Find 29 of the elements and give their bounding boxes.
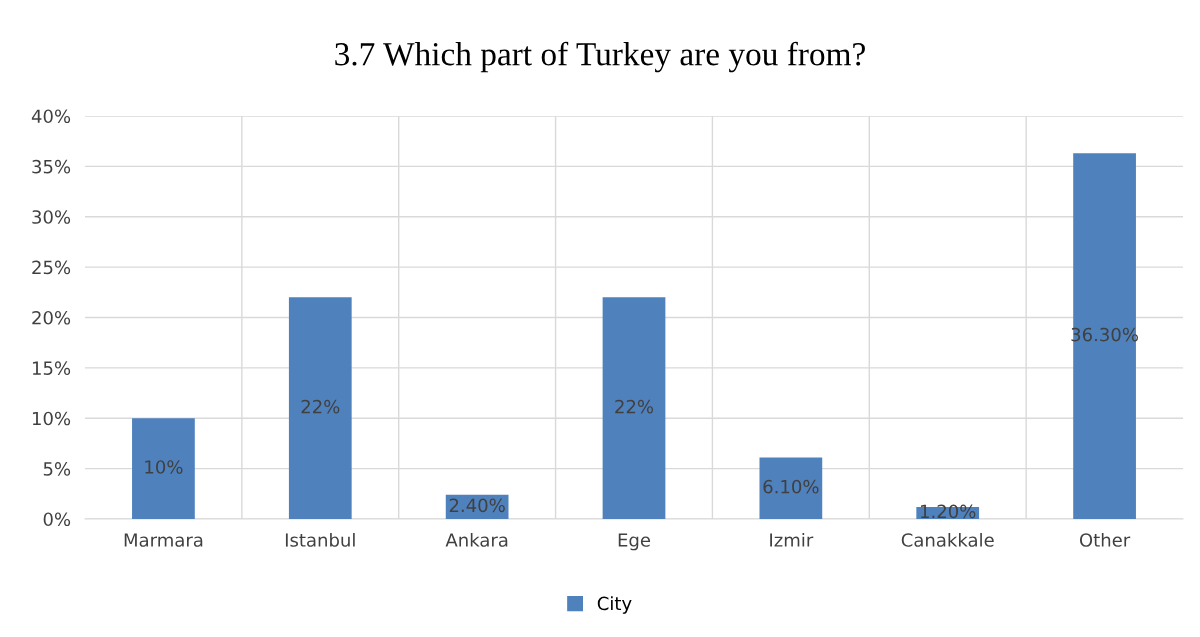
bar (759, 457, 823, 519)
data-label: 22% (301, 399, 340, 414)
bar (288, 297, 352, 519)
x-tick-label: Ankara (445, 532, 508, 547)
y-tick-label: 20% (32, 310, 71, 325)
bar (1073, 153, 1136, 519)
y-tick-label: 40% (31, 109, 71, 124)
data-label: 1.20% (921, 504, 976, 519)
y-tick-label: 35% (32, 159, 71, 174)
y-tick-label: 0% (43, 512, 71, 527)
data-label: 6.10% (763, 479, 819, 494)
y-tick-label: 25% (32, 260, 71, 275)
x-tick-label: Marmara (124, 533, 203, 547)
data-label: 22% (615, 399, 654, 414)
x-tick-label: Canakkale (901, 532, 994, 547)
legend-label: City (597, 596, 632, 614)
bar (602, 297, 666, 519)
chart-title: 3.7 Which part of Turkey are you from? (335, 41, 865, 73)
x-tick-label: Other (1079, 532, 1131, 547)
y-tick-label: 15% (32, 361, 71, 375)
bar (132, 418, 195, 519)
x-tick-label: Istanbul (285, 532, 355, 547)
data-label: 10% (145, 460, 183, 474)
data-label: 2.40% (449, 498, 505, 513)
y-tick-label: 10% (32, 411, 71, 426)
y-tick-label: 30% (32, 210, 71, 224)
x-tick-label: Izmir (770, 532, 814, 547)
y-tick-label: 5% (43, 462, 71, 476)
x-tick-label: Ege (618, 533, 651, 551)
